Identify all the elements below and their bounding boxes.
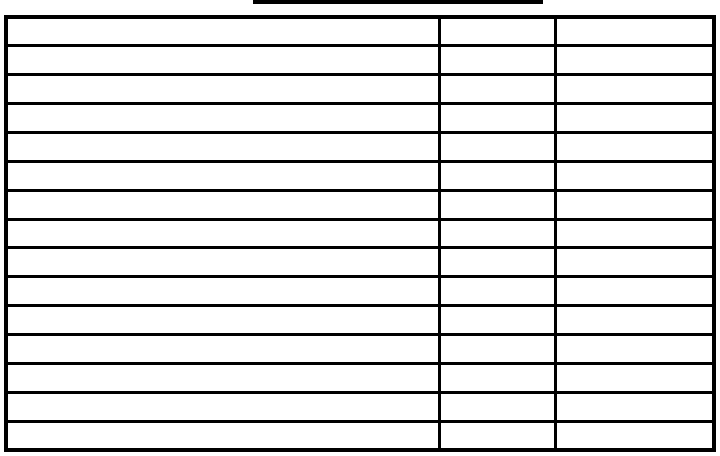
table-row[interactable]: [6, 419, 714, 450]
table-row[interactable]: [6, 361, 714, 393]
cell-right[interactable]: [555, 188, 714, 220]
table-row[interactable]: [6, 217, 714, 248]
table-row[interactable]: [6, 159, 714, 191]
cell-description[interactable]: [6, 246, 441, 277]
table-row[interactable]: [6, 304, 714, 335]
cell-description[interactable]: [6, 159, 441, 191]
cell-right[interactable]: [555, 102, 714, 133]
cell-middle[interactable]: [439, 102, 557, 133]
table-row[interactable]: [6, 390, 714, 422]
cell-description[interactable]: [6, 304, 441, 335]
table-row[interactable]: [6, 17, 714, 46]
cell-right[interactable]: [555, 246, 714, 277]
cell-middle[interactable]: [439, 361, 557, 393]
cell-description[interactable]: [6, 17, 441, 46]
table-row[interactable]: [6, 332, 714, 364]
title-underline-rule: [253, 0, 543, 4]
cell-middle[interactable]: [439, 217, 557, 248]
cell-description[interactable]: [6, 361, 441, 393]
table-row[interactable]: [6, 275, 714, 306]
cell-middle[interactable]: [439, 246, 557, 277]
cell-description[interactable]: [6, 73, 441, 104]
table-row[interactable]: [6, 102, 714, 133]
cell-right[interactable]: [555, 130, 714, 162]
cell-description[interactable]: [6, 44, 441, 75]
cell-middle[interactable]: [439, 275, 557, 306]
cell-middle[interactable]: [439, 419, 557, 450]
cell-middle[interactable]: [439, 304, 557, 335]
cell-middle[interactable]: [439, 17, 557, 46]
cell-middle[interactable]: [439, 188, 557, 220]
form-table: [4, 15, 716, 452]
cell-right[interactable]: [555, 332, 714, 364]
cell-description[interactable]: [6, 390, 441, 422]
cell-description[interactable]: [6, 275, 441, 306]
cell-description[interactable]: [6, 419, 441, 450]
document-title-block: [253, 0, 543, 12]
cell-middle[interactable]: [439, 390, 557, 422]
table-row[interactable]: [6, 130, 714, 162]
cell-right[interactable]: [555, 275, 714, 306]
table-row[interactable]: [6, 246, 714, 277]
table-row[interactable]: [6, 188, 714, 220]
cell-middle[interactable]: [439, 73, 557, 104]
cell-middle[interactable]: [439, 159, 557, 191]
cell-right[interactable]: [555, 304, 714, 335]
table-row[interactable]: [6, 44, 714, 75]
cell-description[interactable]: [6, 217, 441, 248]
cell-right[interactable]: [555, 217, 714, 248]
table-body: [6, 17, 714, 450]
cell-middle[interactable]: [439, 130, 557, 162]
cell-description[interactable]: [6, 102, 441, 133]
cell-right[interactable]: [555, 159, 714, 191]
cell-middle[interactable]: [439, 332, 557, 364]
cell-description[interactable]: [6, 188, 441, 220]
table-row[interactable]: [6, 73, 714, 104]
cell-right[interactable]: [555, 17, 714, 46]
cell-right[interactable]: [555, 73, 714, 104]
cell-right[interactable]: [555, 361, 714, 393]
cell-description[interactable]: [6, 130, 441, 162]
cell-right[interactable]: [555, 419, 714, 450]
cell-middle[interactable]: [439, 44, 557, 75]
cell-description[interactable]: [6, 332, 441, 364]
cell-right[interactable]: [555, 390, 714, 422]
cell-right[interactable]: [555, 44, 714, 75]
